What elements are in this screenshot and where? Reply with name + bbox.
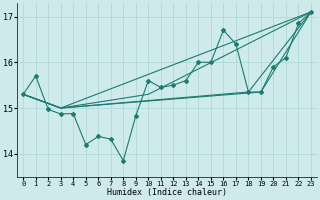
X-axis label: Humidex (Indice chaleur): Humidex (Indice chaleur) xyxy=(107,188,227,197)
